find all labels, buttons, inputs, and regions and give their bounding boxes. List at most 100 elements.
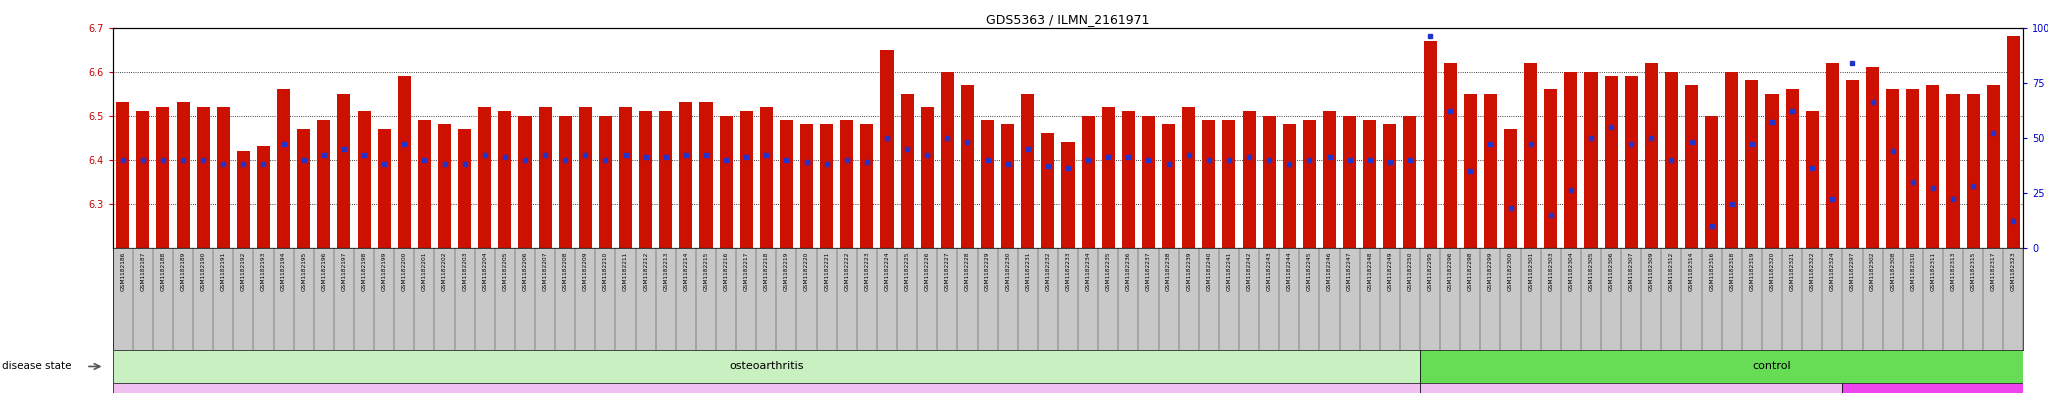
Bar <box>1524 63 1538 248</box>
Bar <box>1382 124 1397 248</box>
Text: GSM1182309: GSM1182309 <box>1649 252 1655 291</box>
Text: GSM1182316: GSM1182316 <box>1710 252 1714 291</box>
Text: GSM1182298: GSM1182298 <box>1468 252 1473 291</box>
Bar <box>1182 107 1196 248</box>
Bar <box>1403 116 1417 248</box>
Bar <box>438 124 451 248</box>
Text: GSM1182210: GSM1182210 <box>602 252 608 291</box>
Bar <box>1886 89 1898 248</box>
Text: GSM1182318: GSM1182318 <box>1729 252 1735 291</box>
Text: GSM1182208: GSM1182208 <box>563 252 567 291</box>
Bar <box>1544 89 1556 248</box>
Text: GSM1182231: GSM1182231 <box>1026 252 1030 291</box>
Bar <box>1161 124 1176 248</box>
Bar <box>276 89 291 248</box>
Text: GSM1182308: GSM1182308 <box>1890 252 1894 291</box>
Text: GSM1182314: GSM1182314 <box>1690 252 1694 291</box>
Text: GSM1182313: GSM1182313 <box>1950 252 1956 291</box>
Text: GSM1182245: GSM1182245 <box>1307 252 1313 291</box>
Text: GSM1182230: GSM1182230 <box>1006 252 1010 291</box>
Text: GSM1182319: GSM1182319 <box>1749 252 1755 291</box>
Bar <box>801 124 813 248</box>
Text: GSM1182239: GSM1182239 <box>1186 252 1192 291</box>
Bar <box>1665 72 1677 248</box>
Bar <box>1243 111 1255 248</box>
Bar <box>580 107 592 248</box>
Bar <box>1624 76 1638 248</box>
Text: GSM1182296: GSM1182296 <box>1448 252 1452 291</box>
Bar <box>1565 72 1577 248</box>
Bar <box>256 146 270 248</box>
Bar <box>1724 72 1739 248</box>
Text: GSM1182310: GSM1182310 <box>1911 252 1915 291</box>
Text: GSM1182322: GSM1182322 <box>1810 252 1815 291</box>
Bar <box>418 120 430 248</box>
Bar <box>1444 63 1456 248</box>
Bar <box>238 151 250 248</box>
Text: GSM1182306: GSM1182306 <box>1608 252 1614 291</box>
Text: GSM1182201: GSM1182201 <box>422 252 426 291</box>
Bar <box>639 111 651 248</box>
Text: GSM1182300: GSM1182300 <box>1507 252 1513 291</box>
Text: GSM1182315: GSM1182315 <box>1970 252 1976 291</box>
Bar <box>1102 107 1114 248</box>
Text: GSM1182193: GSM1182193 <box>260 252 266 291</box>
Text: GSM1182302: GSM1182302 <box>1870 252 1876 291</box>
Text: GSM1182226: GSM1182226 <box>926 252 930 291</box>
Text: GSM1182200: GSM1182200 <box>401 252 408 291</box>
Text: GSM1182212: GSM1182212 <box>643 252 647 291</box>
Bar <box>1786 89 1798 248</box>
Text: GSM1182186: GSM1182186 <box>121 252 125 291</box>
Text: GSM1182214: GSM1182214 <box>684 252 688 291</box>
Text: GSM1182218: GSM1182218 <box>764 252 768 291</box>
Text: GSM1182248: GSM1182248 <box>1368 252 1372 291</box>
Text: GSM1182244: GSM1182244 <box>1286 252 1292 291</box>
Bar <box>598 116 612 248</box>
Bar <box>1686 85 1698 248</box>
Text: GSM1182323: GSM1182323 <box>2011 252 2015 291</box>
Text: GSM1182304: GSM1182304 <box>1569 252 1573 291</box>
Text: GSM1182232: GSM1182232 <box>1044 252 1051 291</box>
Bar <box>1202 120 1214 248</box>
Bar <box>819 124 834 248</box>
Bar <box>1264 116 1276 248</box>
Text: GSM1182205: GSM1182205 <box>502 252 508 291</box>
Text: GSM1182241: GSM1182241 <box>1227 252 1231 291</box>
Bar <box>1419 383 1843 393</box>
Text: GSM1182222: GSM1182222 <box>844 252 850 291</box>
Bar <box>1143 116 1155 248</box>
Text: GSM1182197: GSM1182197 <box>342 252 346 291</box>
Bar <box>659 111 672 248</box>
Bar <box>700 102 713 248</box>
Text: GSM1182202: GSM1182202 <box>442 252 446 291</box>
Text: GSM1182227: GSM1182227 <box>944 252 950 291</box>
Text: GSM1182195: GSM1182195 <box>301 252 307 291</box>
Text: GSM1182312: GSM1182312 <box>1669 252 1673 291</box>
Bar <box>1423 41 1436 248</box>
Bar <box>1364 120 1376 248</box>
Text: GSM1182211: GSM1182211 <box>623 252 629 291</box>
Text: GSM1182229: GSM1182229 <box>985 252 989 291</box>
Text: GSM1182320: GSM1182320 <box>1769 252 1774 291</box>
Bar <box>317 120 330 248</box>
Bar <box>780 120 793 248</box>
Text: GSM1182206: GSM1182206 <box>522 252 528 291</box>
Bar <box>719 116 733 248</box>
Text: GSM1182225: GSM1182225 <box>905 252 909 291</box>
Bar <box>1966 94 1980 248</box>
Text: GSM1182228: GSM1182228 <box>965 252 971 291</box>
Bar <box>760 107 772 248</box>
Text: GSM1182223: GSM1182223 <box>864 252 870 291</box>
Bar <box>539 107 551 248</box>
Bar <box>1323 111 1335 248</box>
Bar <box>1464 94 1477 248</box>
Text: GSM1182219: GSM1182219 <box>784 252 788 291</box>
Bar <box>1022 94 1034 248</box>
Bar <box>1987 85 1999 248</box>
Text: GSM1182317: GSM1182317 <box>1991 252 1995 291</box>
Bar <box>1419 350 2048 383</box>
Bar <box>1806 111 1819 248</box>
Text: GSM1182216: GSM1182216 <box>723 252 729 291</box>
Text: GSM1182242: GSM1182242 <box>1247 252 1251 291</box>
Bar <box>397 76 412 248</box>
